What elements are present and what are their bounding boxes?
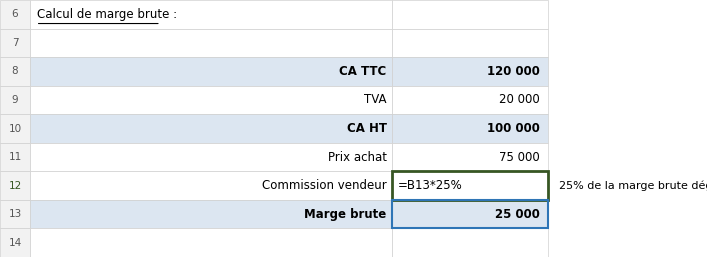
Bar (392, 114, 548, 143)
Bar (30, 143, 392, 171)
Text: 7: 7 (12, 38, 18, 48)
Bar (392, 0, 548, 29)
Bar (0, 200, 30, 228)
Text: 14: 14 (8, 238, 22, 248)
Bar (0, 57, 30, 86)
Text: 25% de la marge brute dégagée: 25% de la marge brute dégagée (559, 180, 707, 191)
Bar (0, 143, 30, 171)
Bar (392, 200, 548, 228)
Text: =B13*25%: =B13*25% (398, 179, 463, 192)
Text: CA HT: CA HT (346, 122, 387, 135)
Bar (392, 200, 548, 228)
Bar (392, 171, 548, 200)
Text: TVA: TVA (364, 94, 387, 106)
Text: 75 000: 75 000 (498, 151, 539, 163)
Bar (392, 57, 548, 86)
Text: Commission vendeur: Commission vendeur (262, 179, 387, 192)
Text: 9: 9 (12, 95, 18, 105)
Text: 13: 13 (8, 209, 22, 219)
Text: 12: 12 (8, 181, 22, 191)
Text: CA TTC: CA TTC (339, 65, 387, 78)
Bar (392, 86, 548, 114)
Bar (392, 228, 548, 257)
Bar (30, 57, 392, 86)
Text: 25 000: 25 000 (495, 208, 539, 221)
Text: 11: 11 (8, 152, 22, 162)
Bar (392, 29, 548, 57)
Bar (0, 171, 30, 200)
Bar (0, 0, 30, 29)
Text: 100 000: 100 000 (486, 122, 539, 135)
Text: Calcul de marge brute :: Calcul de marge brute : (37, 8, 177, 21)
Text: 120 000: 120 000 (486, 65, 539, 78)
Bar (30, 29, 392, 57)
Text: 20 000: 20 000 (498, 94, 539, 106)
Bar (0, 114, 30, 143)
Bar (30, 114, 392, 143)
Bar (392, 143, 548, 171)
Text: Marge brute: Marge brute (305, 208, 387, 221)
Text: 6: 6 (12, 9, 18, 19)
Bar (30, 0, 392, 29)
Bar (30, 228, 392, 257)
Text: Prix achat: Prix achat (328, 151, 387, 163)
Bar (0, 29, 30, 57)
Bar (30, 200, 392, 228)
Bar (30, 171, 392, 200)
Bar (0, 86, 30, 114)
Bar (392, 171, 548, 200)
Bar (30, 86, 392, 114)
Text: 8: 8 (12, 66, 18, 76)
Bar (0, 228, 30, 257)
Text: 10: 10 (8, 124, 22, 133)
